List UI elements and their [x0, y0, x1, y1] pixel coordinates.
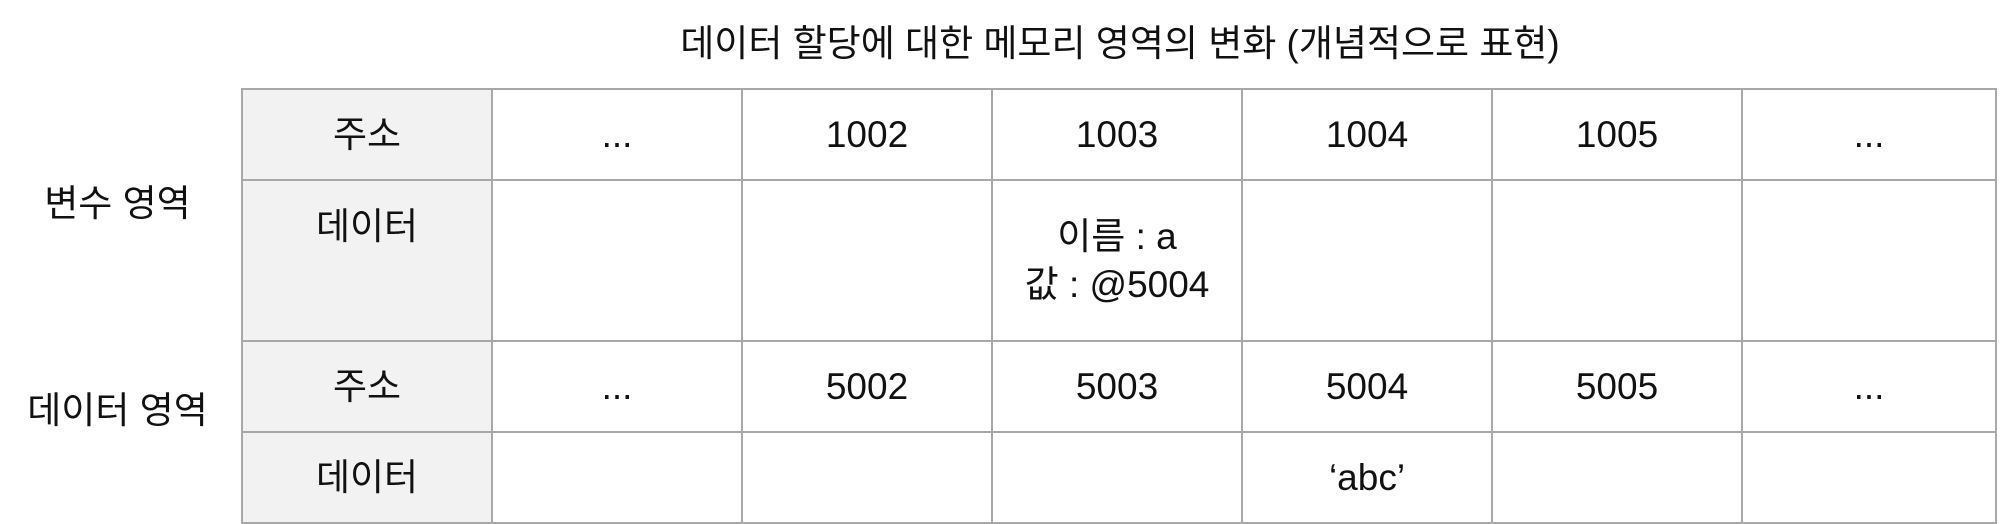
address-cell: 5005 [1491, 340, 1743, 433]
data-area-label: 데이터 영역 [27, 390, 208, 431]
address-cell: 5003 [991, 340, 1243, 433]
data-cell-variable-a: 이름 : a 값 : @5004 [991, 179, 1243, 342]
data-cell [491, 179, 743, 342]
data-cell [741, 179, 993, 342]
data-cell [1491, 179, 1743, 342]
address-cell: 1003 [991, 88, 1243, 181]
data-cell [1241, 179, 1493, 342]
address-cell: 5002 [741, 340, 993, 433]
data-cell [991, 431, 1243, 524]
data-cell [741, 431, 993, 524]
memory-table: 주소 ... 1002 1003 1004 1005 ... 데이터 이름 : … [241, 88, 1997, 524]
address-cell: ... [491, 88, 743, 181]
data-cell [1741, 179, 1997, 342]
variable-area-label: 변수 영역 [44, 183, 191, 224]
row-header-data: 데이터 [241, 179, 493, 342]
data-cell [1741, 431, 1997, 524]
address-cell: ... [1741, 340, 1997, 433]
data-cell [491, 431, 743, 524]
address-cell: 1002 [741, 88, 993, 181]
data-address-row: 주소 ... 5002 5003 5004 5005 ... [241, 340, 1997, 433]
address-cell: ... [1741, 88, 1997, 181]
data-cell-abc: ‘abc’ [1241, 431, 1493, 524]
data-cell [1491, 431, 1743, 524]
variable-data-row: 데이터 이름 : a 값 : @5004 [241, 179, 1997, 342]
variable-value-text: 값 : @5004 [1024, 263, 1210, 305]
row-header-data: 데이터 [241, 431, 493, 524]
address-cell: 1004 [1241, 88, 1493, 181]
row-header-address: 주소 [241, 88, 493, 181]
address-cell: 1005 [1491, 88, 1743, 181]
row-header-address: 주소 [241, 340, 493, 433]
variable-name-text: 이름 : a [1057, 215, 1177, 257]
address-cell: 5004 [1241, 340, 1493, 433]
data-data-row: 데이터 ‘abc’ [241, 431, 1997, 524]
variable-address-row: 주소 ... 1002 1003 1004 1005 ... [241, 88, 1997, 181]
address-cell: ... [491, 340, 743, 433]
diagram-title: 데이터 할당에 대한 메모리 영역의 변화 (개념적으로 표현) [680, 23, 1560, 64]
